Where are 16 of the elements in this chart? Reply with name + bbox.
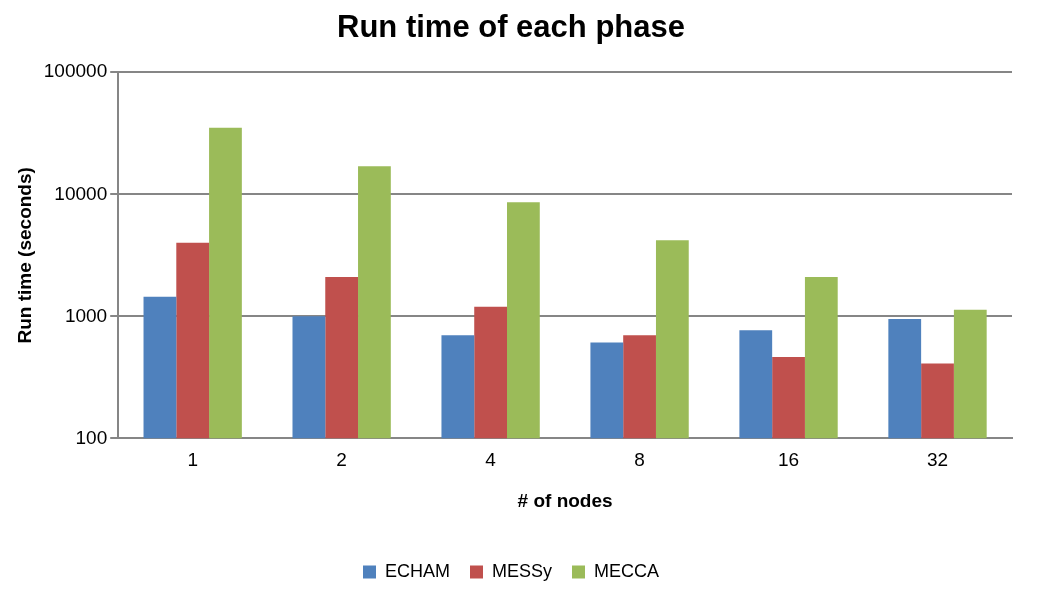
y-tick-label: 100000 — [43, 60, 108, 82]
chart-title: Run time of each phase — [337, 9, 685, 45]
x-tick-label: 1 — [187, 449, 198, 471]
legend-label: MECCA — [594, 560, 660, 581]
y-tick-label: 1000 — [64, 304, 108, 326]
x-tick-label: 16 — [777, 449, 800, 471]
x-tick-label: 4 — [485, 449, 497, 471]
legend-label: MESSy — [491, 560, 553, 581]
y-tick-label: 10000 — [54, 182, 108, 204]
x-axis-title: # of nodes — [517, 489, 613, 511]
legend-label: ECHAM — [384, 560, 451, 581]
x-tick-label: 8 — [634, 449, 645, 471]
x-tick-label: 2 — [336, 449, 347, 471]
y-axis-title: Run time (seconds) — [13, 167, 35, 344]
y-tick-label: 100 — [75, 426, 108, 448]
x-tick-label: 32 — [926, 449, 949, 471]
